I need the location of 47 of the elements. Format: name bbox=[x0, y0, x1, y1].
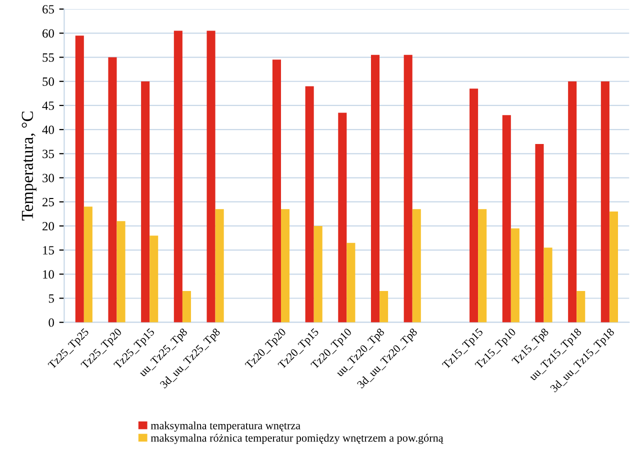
bar bbox=[206, 30, 216, 322]
bar bbox=[370, 54, 380, 322]
y-tick-label: 65 bbox=[42, 5, 54, 14]
bar bbox=[576, 291, 586, 322]
bar bbox=[470, 88, 478, 322]
bar bbox=[75, 36, 84, 322]
bar bbox=[510, 228, 520, 322]
bar bbox=[272, 60, 281, 322]
bar bbox=[141, 81, 150, 322]
bar bbox=[544, 248, 552, 322]
bar bbox=[314, 226, 322, 322]
y-tick-label: 60 bbox=[42, 29, 54, 38]
y-tick-label: 0 bbox=[48, 318, 54, 327]
bar bbox=[84, 206, 92, 322]
bar bbox=[338, 112, 347, 322]
y-tick-label: 25 bbox=[42, 198, 54, 206]
y-tick-label: 10 bbox=[43, 270, 54, 279]
y-tick-label: 40 bbox=[42, 126, 54, 134]
bar bbox=[116, 221, 126, 322]
y-tick-label: 45 bbox=[42, 102, 54, 110]
bar bbox=[215, 209, 224, 322]
bar bbox=[568, 81, 577, 322]
bar bbox=[182, 291, 191, 322]
y-tick-label: 50 bbox=[42, 77, 54, 86]
y-tick-label: 30 bbox=[42, 174, 54, 182]
bar bbox=[609, 211, 618, 322]
bar bbox=[404, 54, 412, 322]
bar bbox=[502, 115, 511, 322]
bar bbox=[535, 144, 544, 322]
legend-label: maksymalna różnica temperatur pomiędzy wnętrzem a pow.górną bbox=[150, 434, 444, 444]
bar bbox=[305, 86, 314, 322]
bar bbox=[280, 209, 290, 322]
y-tick-label: 35 bbox=[42, 150, 54, 158]
bar bbox=[478, 209, 487, 322]
legend-label: maksymalna temperatura wnętrza bbox=[150, 421, 300, 432]
bar bbox=[108, 57, 117, 322]
y-axis-title: Temperatura, °C bbox=[22, 112, 36, 220]
y-tick-label: 20 bbox=[42, 222, 54, 230]
bar bbox=[346, 242, 356, 322]
y-tick-label: 15 bbox=[43, 246, 54, 255]
bar bbox=[150, 236, 158, 322]
bar bbox=[412, 209, 421, 322]
bar bbox=[174, 30, 182, 322]
bar bbox=[380, 291, 388, 322]
y-tick-label: 5 bbox=[48, 294, 54, 303]
y-tick-label: 55 bbox=[42, 53, 54, 62]
bar bbox=[600, 81, 610, 322]
